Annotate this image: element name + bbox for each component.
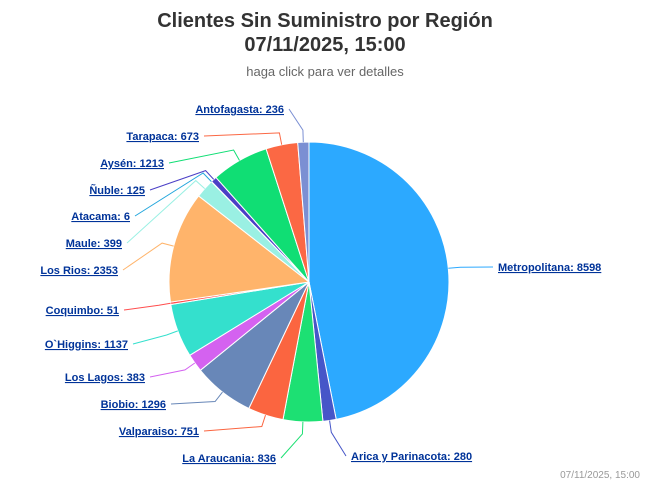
connector-los-rios <box>122 242 174 271</box>
data-label-nuble[interactable]: Ñuble: 125 <box>89 184 145 197</box>
connector-antofagasta <box>288 108 304 143</box>
chart-title-date: 07/11/2025, 15:00 <box>244 34 406 56</box>
data-label-metropolitana[interactable]: Metropolitana: 8598 <box>498 262 601 274</box>
data-label-valparaiso[interactable]: Valparaiso: 751 <box>119 426 199 438</box>
connector-arica-y-parinacota <box>329 420 347 457</box>
connector-o-higgins <box>132 330 178 345</box>
data-label-coquimbo[interactable]: Coquimbo: 51 <box>46 305 119 317</box>
connector-la-araucania <box>280 421 304 459</box>
data-label-la-araucania[interactable]: La Araucania: 836 <box>182 453 276 465</box>
timestamp-credit: 07/11/2025, 15:00 <box>560 470 640 481</box>
pie-slices <box>168 141 450 423</box>
connector-maule <box>126 179 206 244</box>
connector-tarapaca <box>203 132 283 145</box>
data-label-los-rios[interactable]: Los Rios: 2353 <box>40 265 118 277</box>
connector-atacama <box>134 172 212 217</box>
pie-slice-metropolitana[interactable] <box>308 141 450 420</box>
connector-coquimbo <box>123 302 171 311</box>
data-label-antofagasta[interactable]: Antofagasta: 236 <box>195 104 284 116</box>
data-label-maule[interactable]: Maule: 399 <box>66 238 122 250</box>
data-label-arica-y-parinacota[interactable]: Arica y Parinacota: 280 <box>351 451 472 463</box>
data-labels: Metropolitana: 8598 Arica y Parinacota: 2… <box>40 104 601 465</box>
connector-metropolitana <box>448 266 494 269</box>
pie-slice-antofagasta[interactable] <box>297 141 310 283</box>
connector-nuble <box>149 170 215 191</box>
data-label-tarapaca[interactable]: Tarapaca: 673 <box>126 131 199 143</box>
data-label-los-lagos[interactable]: Los Lagos: 383 <box>65 372 145 384</box>
data-label-atacama[interactable]: Atacama: 6 <box>71 211 130 223</box>
chart-subtitle: haga click para ver detalles <box>246 64 404 79</box>
connector-valparaiso <box>203 414 266 432</box>
label-connectors <box>122 108 494 459</box>
connector-los-lagos <box>149 362 196 378</box>
connector-biobio <box>170 391 223 405</box>
data-label-biobio[interactable]: Biobio: 1296 <box>101 399 166 411</box>
chart-title: Clientes Sin Suministro por Región <box>157 10 493 32</box>
connector-aysen <box>168 149 240 164</box>
data-label-o-higgins[interactable]: O`Higgins: 1137 <box>45 339 128 351</box>
data-label-aysen[interactable]: Aysén: 1213 <box>100 158 164 170</box>
